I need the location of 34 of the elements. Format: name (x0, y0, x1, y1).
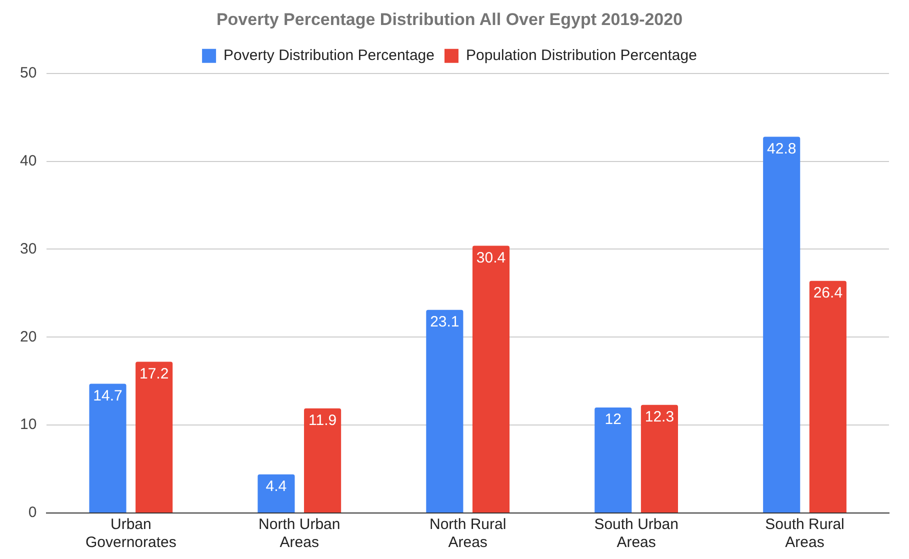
bar (89, 384, 126, 512)
x-tick-label: Urban Governorates (85, 516, 176, 552)
y-tick-label: 10 (20, 416, 37, 434)
bar (809, 280, 846, 512)
data-label: 23.1 (430, 314, 460, 331)
y-tick-label: 20 (20, 328, 37, 346)
data-label: 11.9 (308, 412, 337, 430)
bar (304, 408, 342, 512)
x-tick-label: North Urban Areas (258, 516, 340, 552)
data-label: 26.4 (813, 284, 843, 302)
x-tick-label: North Rural Areas (429, 516, 506, 552)
data-label: 12 (604, 411, 622, 428)
data-label: 42.8 (767, 140, 796, 158)
x-tick-label: South Rural Areas (765, 516, 844, 552)
legend-label: Population Distribution Percentage (466, 47, 697, 64)
x-tick-label: South Urban Areas (594, 516, 678, 552)
legend-label: Poverty Distribution Percentage (224, 47, 434, 64)
bar (472, 246, 510, 512)
chart-title: Poverty Percentage Distribution All Over Egypt 2019-2020 (216, 10, 683, 29)
y-tick-label: 30 (20, 240, 37, 258)
bar (594, 407, 632, 512)
bar (258, 474, 295, 512)
y-tick-label: 50 (20, 64, 37, 82)
y-tick-label: 40 (20, 152, 37, 170)
data-label: 4.4 (266, 478, 287, 495)
bar (136, 362, 173, 512)
data-label: 17.2 (139, 365, 169, 382)
bar (763, 136, 800, 512)
data-label: 14.7 (93, 387, 122, 404)
data-label: 12.3 (644, 408, 674, 426)
bar (640, 404, 678, 512)
y-tick-label: 0 (28, 504, 37, 522)
bar (426, 310, 464, 512)
data-label: 30.4 (476, 249, 506, 266)
